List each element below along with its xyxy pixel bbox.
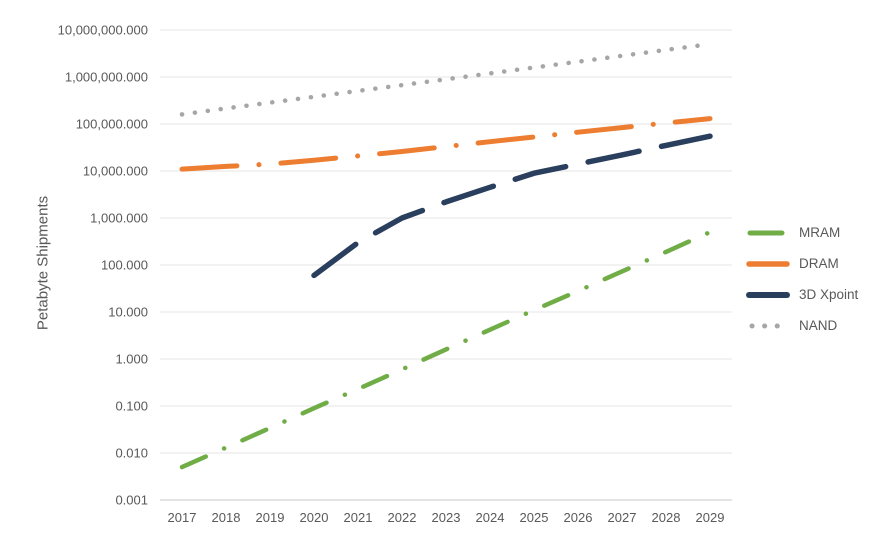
dram-line-sample <box>746 260 790 267</box>
legend-label-mram: MRAM <box>799 225 841 240</box>
x-tick-label: 2020 <box>300 510 329 525</box>
legend-item-3d-xpoint: 3D Xpoint <box>746 279 858 310</box>
x-tick-label: 2017 <box>168 510 197 525</box>
mram-line-sample <box>747 230 785 235</box>
legend-label-nand: NAND <box>799 318 838 333</box>
y-tick-label: 0.010 <box>115 446 148 461</box>
legend-label-3d-xpoint: 3D Xpoint <box>799 287 859 302</box>
legend: MRAM DRAM 3D Xpoint NAND <box>746 217 858 341</box>
series-line-nand <box>179 41 713 117</box>
x-tick-label: 2018 <box>212 510 241 525</box>
x-tick-label: 2026 <box>564 510 593 525</box>
x-tick-label: 2024 <box>476 510 505 525</box>
3d-xpoint-line-sample <box>746 291 790 298</box>
series-line-3d-xpoint <box>311 133 713 279</box>
y-axis-title: Petabyte Shipments <box>34 195 52 331</box>
x-tick-label: 2027 <box>608 510 637 525</box>
y-tick-label: 100.000 <box>101 258 148 273</box>
legend-label-dram: DRAM <box>799 256 839 271</box>
series-line-mram <box>179 229 713 470</box>
legend-item-nand: NAND <box>746 310 858 341</box>
x-tick-label: 2029 <box>696 510 725 525</box>
series-line-dram <box>179 116 713 172</box>
x-tick-label: 2028 <box>652 510 681 525</box>
y-tick-label: 10,000.000 <box>83 164 148 179</box>
x-tick-label: 2023 <box>432 510 461 525</box>
x-tick-label: 2022 <box>388 510 417 525</box>
x-tick-label: 2021 <box>344 510 373 525</box>
x-tick-label: 2025 <box>520 510 549 525</box>
y-tick-label: 10,000,000.000 <box>58 23 148 38</box>
y-tick-label: 1.000 <box>115 352 148 367</box>
legend-item-mram: MRAM <box>746 217 858 248</box>
y-tick-label: 1,000,000.000 <box>65 70 148 85</box>
y-tick-label: 0.100 <box>115 399 148 414</box>
y-tick-label: 100,000.000 <box>76 117 148 132</box>
nand-line-sample <box>749 323 783 328</box>
y-tick-label: 10.000 <box>108 305 148 320</box>
legend-item-dram: DRAM <box>746 248 858 279</box>
y-tick-label: 0.001 <box>115 493 148 508</box>
x-tick-label: 2019 <box>256 510 285 525</box>
y-tick-label: 1,000.000 <box>90 211 148 226</box>
